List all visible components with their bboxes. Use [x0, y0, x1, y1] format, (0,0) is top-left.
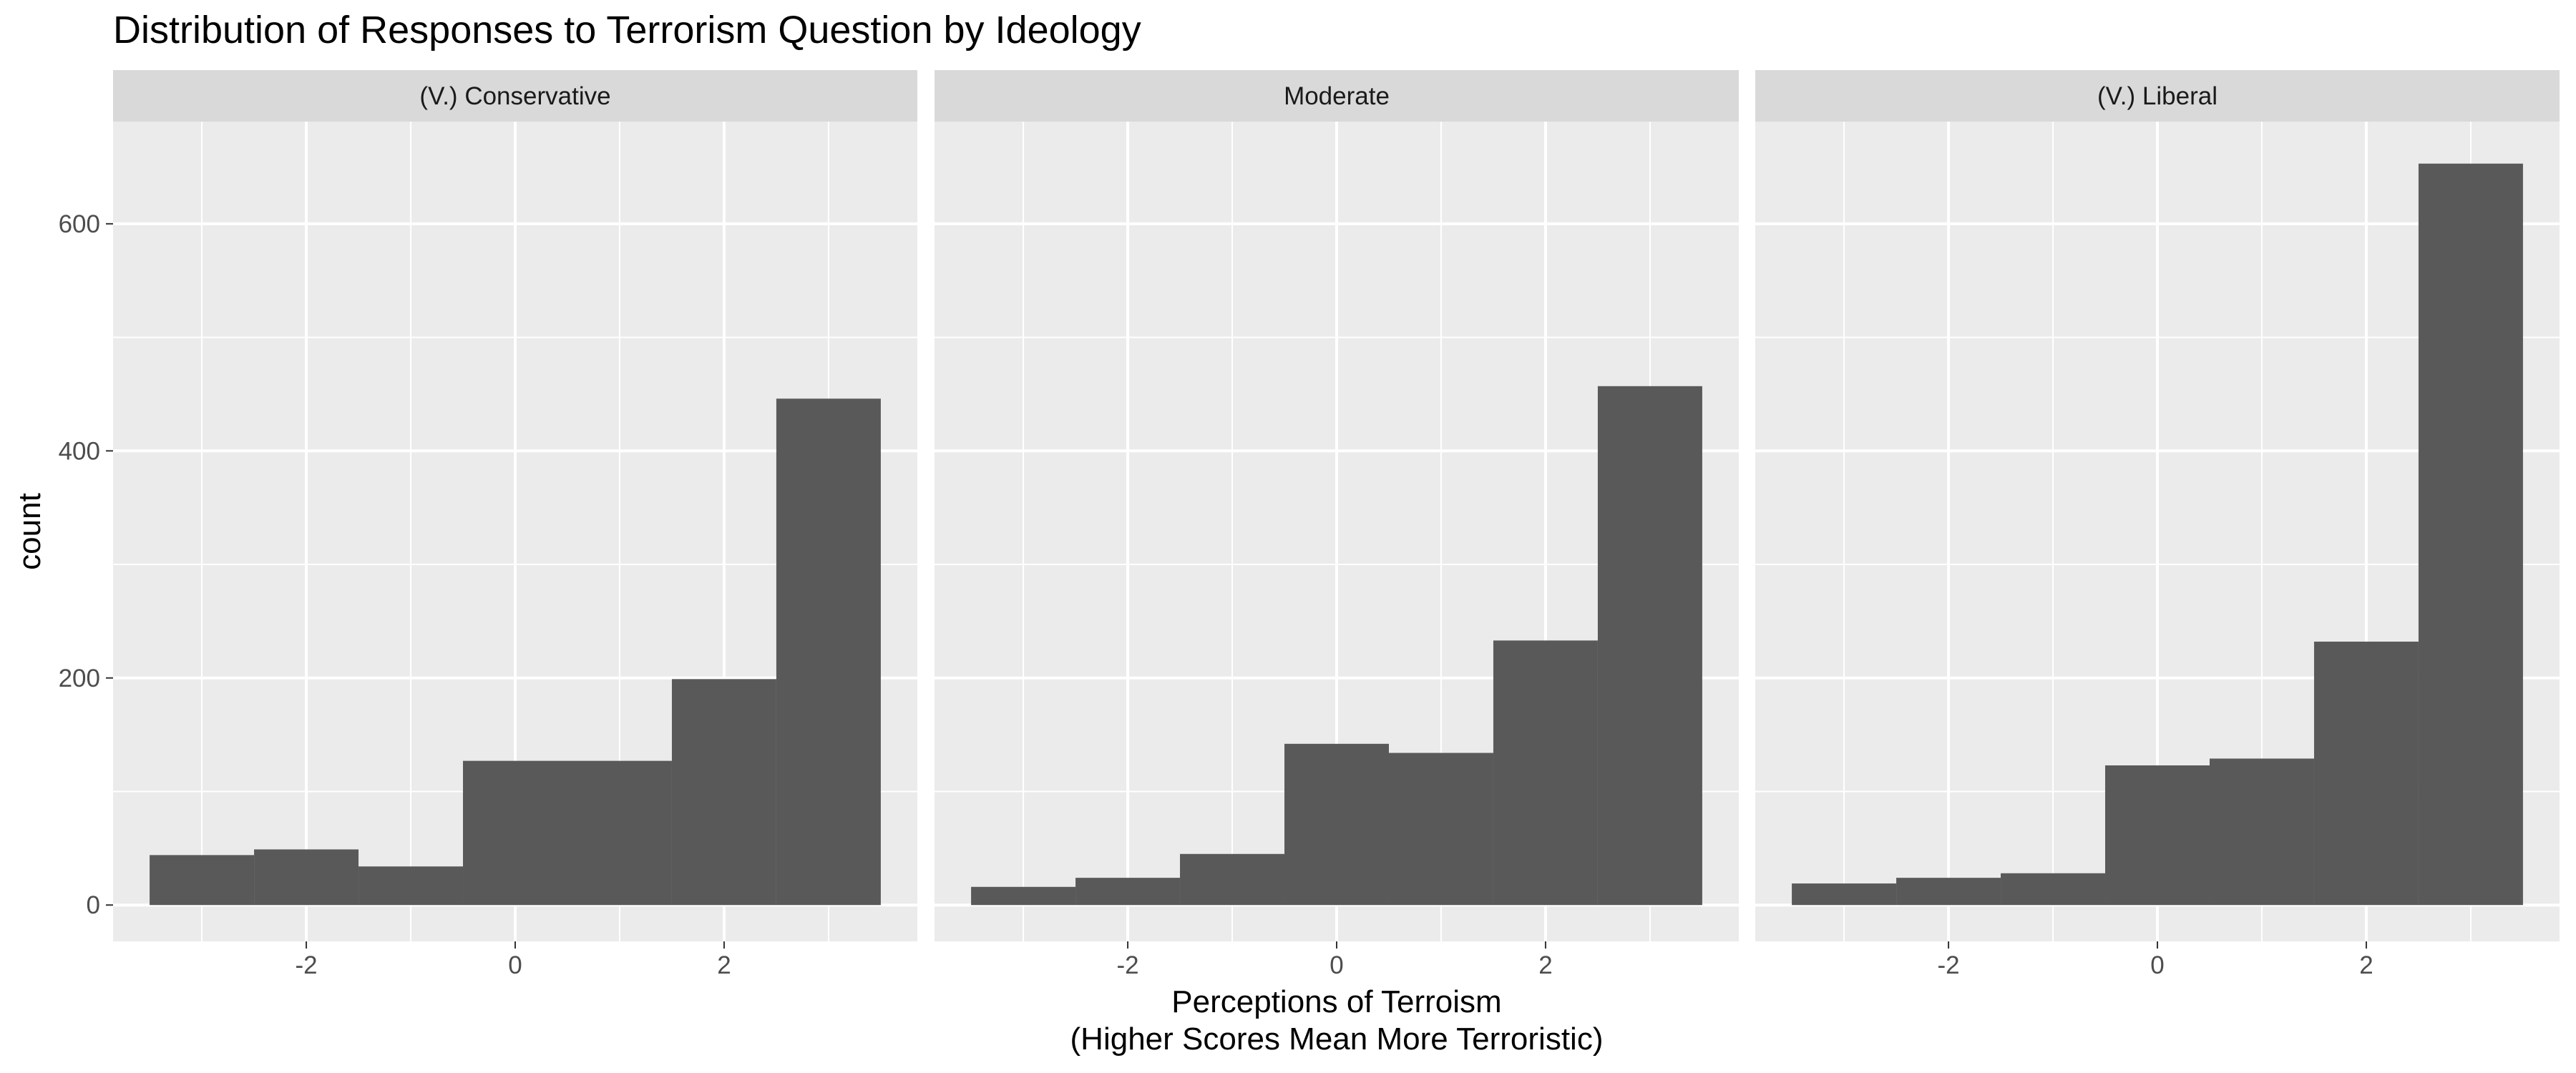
- facet-strip: [113, 70, 917, 122]
- chart-title: Distribution of Responses to Terrorism Q…: [113, 9, 1141, 52]
- histogram-bar: [150, 855, 255, 906]
- histogram-bar: [1597, 386, 1702, 906]
- x-axis-title-line: Perceptions of Terroism: [1171, 984, 1501, 1019]
- x-tick-label: -2: [1116, 951, 1138, 979]
- histogram-bar: [2105, 765, 2210, 906]
- x-tick-label: -2: [1937, 951, 1959, 979]
- x-axis-title: Perceptions of Terroism (Higher Scores Me…: [1070, 984, 1604, 1057]
- panels-layer: (V.) Conservative-2 0 20200400600Moderate-…: [59, 70, 2560, 979]
- x-tick-label: 0: [2150, 951, 2164, 979]
- histogram-bar: [1792, 883, 1897, 906]
- facet-strip: [1755, 70, 2560, 122]
- facet-strip-label: (V.) Conservative: [419, 82, 610, 110]
- x-axis-title-line: (Higher Scores Mean More Terroristic): [1070, 1021, 1604, 1057]
- histogram-bar: [1388, 753, 1493, 906]
- histogram-bar: [463, 760, 567, 906]
- x-tick-label: 2: [717, 951, 731, 979]
- histogram-bar: [1493, 640, 1598, 906]
- histogram-bar: [2313, 641, 2419, 906]
- histogram-bar: [358, 866, 464, 906]
- x-tick-label: 0: [508, 951, 522, 979]
- histogram-bar: [567, 760, 672, 906]
- histogram-bar: [1284, 743, 1389, 906]
- x-tick-label: -2: [295, 951, 317, 979]
- histogram-bar: [2209, 758, 2314, 906]
- histogram-bar: [671, 679, 776, 906]
- histogram-bar: [971, 886, 1076, 906]
- y-tick-label: 200: [59, 665, 100, 692]
- y-tick-label: 600: [59, 210, 100, 238]
- facet-panel: (V.) Liberal -2 0 2: [1755, 70, 2560, 979]
- histogram-bar: [1896, 878, 2001, 906]
- histogram-bar: [776, 398, 881, 906]
- facet-panel: Moderate -2 0 2: [935, 70, 1739, 979]
- facet-strip-label: (V.) Liberal: [2097, 82, 2218, 110]
- facet-panel: (V.) Conservative -2 0 2 0 200 400 600: [59, 70, 917, 979]
- x-tick-label: 2: [2359, 951, 2373, 979]
- histogram-bar: [1075, 878, 1181, 906]
- y-tick-label: 400: [59, 437, 100, 465]
- facet-strip-label: Moderate: [1284, 82, 1390, 110]
- histogram-bar: [2001, 873, 2106, 906]
- x-tick-label: 2: [1538, 951, 1552, 979]
- y-axis-title: count: [12, 493, 47, 570]
- y-tick-label: 0: [87, 891, 100, 919]
- facet-strip: [935, 70, 1739, 122]
- x-tick-label: 0: [1330, 951, 1343, 979]
- histogram-bar: [1180, 853, 1285, 906]
- histogram-bar: [2418, 163, 2523, 906]
- histogram-bar: [254, 849, 359, 906]
